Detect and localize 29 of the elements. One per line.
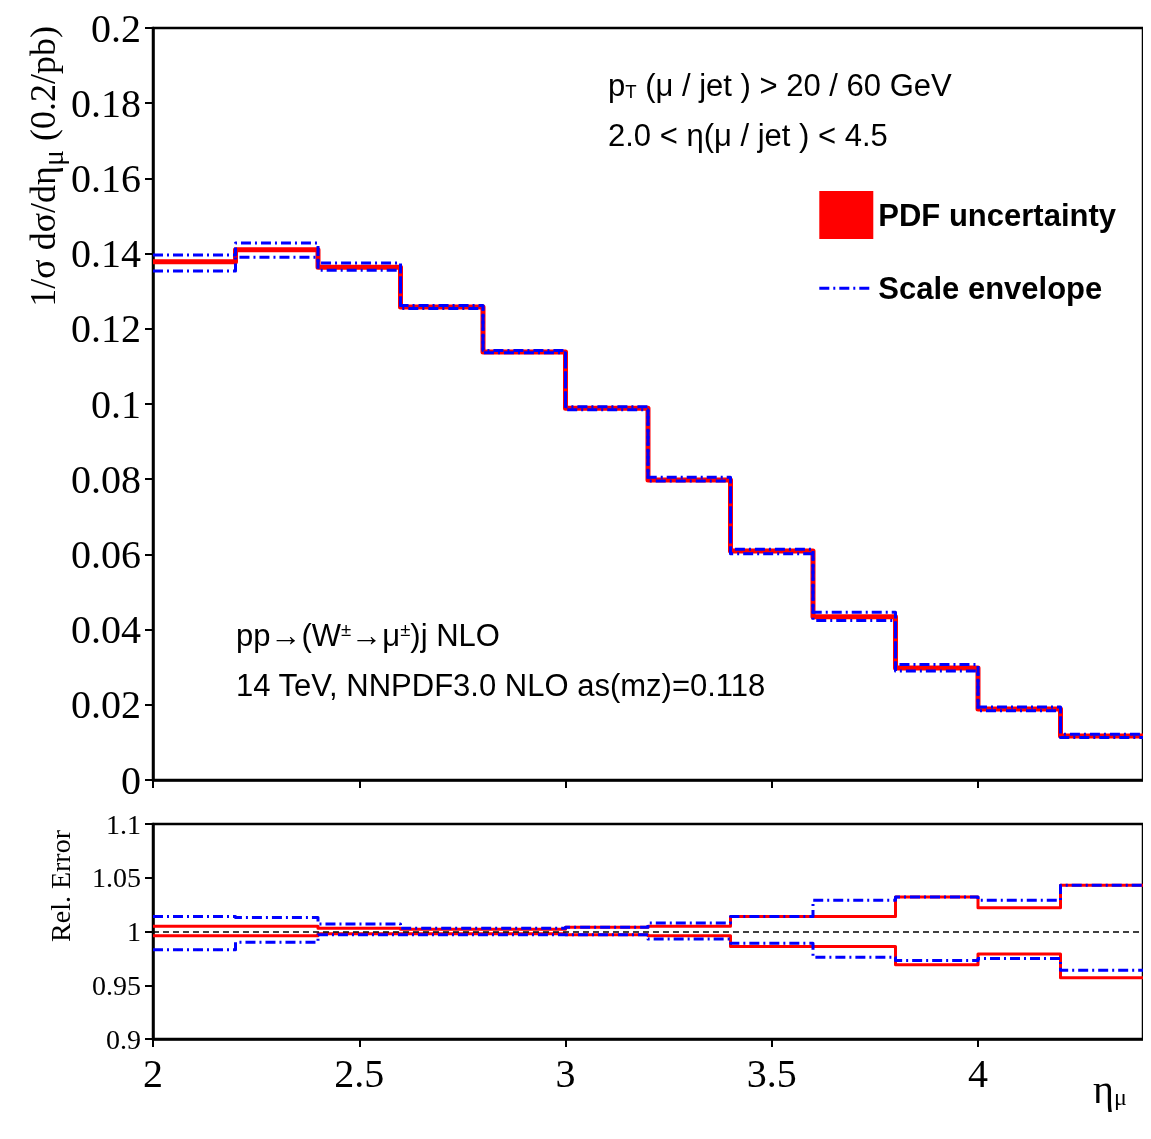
- y-tick-label: 0.06: [71, 531, 141, 577]
- x-tick-label: 2: [143, 1050, 163, 1096]
- annotation: 14 TeV, NNPDF3.0 NLO as(mz)=0.118: [236, 668, 766, 703]
- x-tick-label: 2.5: [334, 1050, 385, 1096]
- y-tick-label: 1.1: [106, 808, 141, 840]
- y-tick-label: 0.18: [71, 80, 141, 126]
- legend-label: PDF uncertainty: [878, 197, 1117, 233]
- x-tick-label: 3: [555, 1050, 576, 1096]
- y-tick-label: 0.1: [91, 381, 141, 427]
- y-tick-label: 0.14: [71, 231, 141, 277]
- y-tick-label: 0.02: [71, 682, 141, 728]
- x-tick-label: 4: [968, 1050, 988, 1096]
- y-tick-label: 0.2: [91, 5, 141, 51]
- annotation: pp→(W±→μ±)j NLO: [236, 618, 500, 653]
- legend-label: Scale envelope: [878, 270, 1103, 306]
- annotation: 2.0 < η(μ / jet ) < 4.5: [608, 118, 888, 153]
- x-tick-label: 3.5: [746, 1050, 797, 1096]
- y-tick-label: 0.12: [71, 306, 141, 352]
- y-tick-label: 1.05: [92, 862, 141, 894]
- y-tick-label: 1: [127, 916, 141, 947]
- y-tick-label: 0.16: [71, 155, 141, 201]
- y-tick-label: 0.95: [92, 969, 141, 1001]
- annotation: pT (μ / jet ) > 20 / 60 GeV: [608, 68, 953, 103]
- y-tick-label: 0.08: [71, 456, 141, 502]
- y-tick-label: 0.04: [71, 607, 141, 653]
- y-axis-title: Rel. Error: [45, 830, 77, 942]
- x-axis-title: ημ: [1093, 1066, 1127, 1112]
- y-tick-label: 0: [121, 757, 141, 803]
- y-tick-label: 0.9: [106, 1023, 141, 1055]
